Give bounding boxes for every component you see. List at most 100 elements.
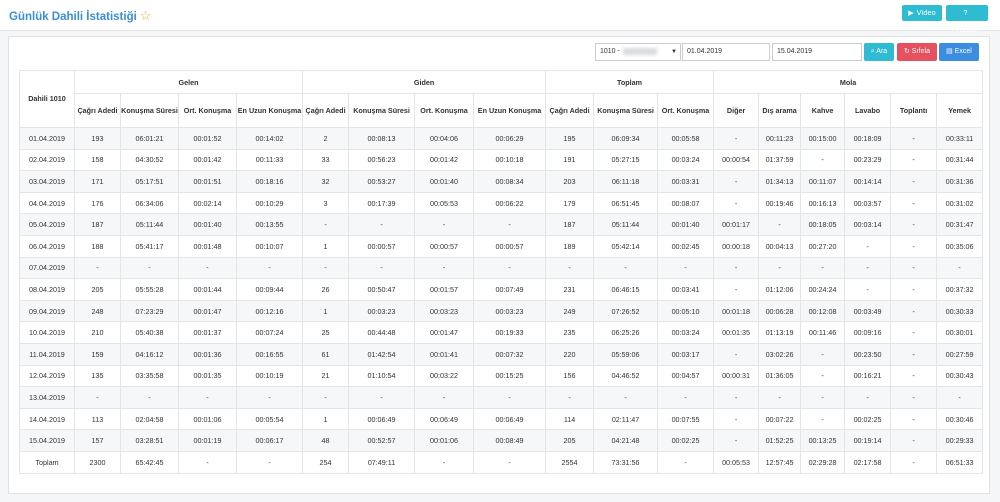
table-cell: 2 [302,127,350,150]
table-cell: 02:17:58 [844,450,892,474]
table-cell: 00:07:32 [473,342,547,366]
table-cell: 00:14:14 [844,170,892,193]
table-cell: 00:00:18 [713,234,760,258]
table-cell: 1 [302,299,350,323]
date-cell: 03.04.2019 [19,170,75,193]
table-cell: 00:01:40 [657,213,715,236]
table-cell: 220 [545,342,595,366]
table-cell: - [235,386,304,409]
table-cell: 176 [74,191,121,215]
table-cell: 00:01:06 [178,407,237,431]
table-cell: 00:10:18 [473,148,547,172]
group-header-giden: Giden [302,70,547,94]
table-cell: 00:44:48 [348,321,416,344]
table-cell: 00:06:49 [414,407,475,431]
table-cell: - [713,127,760,150]
table-cell: 01:42:54 [348,342,416,366]
table-cell: 01:34:13 [758,170,802,193]
date-cell: 06.04.2019 [19,234,75,258]
table-cell: 00:09:16 [844,321,892,344]
table-cell: 00:03:24 [657,148,715,172]
table-cell: 00:18:09 [844,127,892,150]
table-cell: - [657,256,715,280]
table-row: 03.04.2019 171 05:17:51 00:01:51 00:18:16 32 0… [19,170,984,193]
table-cell: 05:11:44 [593,213,659,236]
table-cell: 00:19:14 [844,429,892,452]
table-cell: 00:07:49 [473,278,547,301]
table-cell: 00:02:25 [844,407,892,431]
table-cell: 00:30:43 [936,364,984,388]
table-cell: 00:01:52 [178,127,237,150]
group-header-mola: Mola [713,70,984,94]
table-cell: 61 [302,342,350,366]
table-cell: - [713,256,760,280]
table-cell: - [800,342,846,366]
chevron-down-icon: ▼ [671,49,677,55]
table-cell: 00:04:57 [657,364,715,388]
table-cell: 03:02:26 [758,342,802,366]
table-row: 06.04.2019 188 05:41:17 00:01:48 00:10:07 1 00… [19,234,984,258]
table-cell: 231 [545,278,595,301]
date-from-input[interactable]: 01.04.2019 [682,43,770,61]
table-cell: - [657,450,715,474]
table-cell: 00:06:29 [473,127,547,150]
table-cell: 00:30:46 [936,407,984,431]
video-icon: ▶ [908,10,914,17]
table-cell: 00:02:25 [657,429,715,452]
table-cell: - [545,386,595,409]
table-row: 01.04.2019 193 06:01:21 00:01:52 00:14:02 2 00… [19,127,984,150]
table-cell: 33 [302,148,350,172]
table-cell: 00:23:29 [844,148,892,172]
excel-button[interactable]: ▤ Excel [939,43,979,61]
column-header: Çağrı Adedi [302,93,350,128]
table-cell: 00:16:13 [800,191,846,215]
table-cell: 00:01:40 [178,213,237,236]
stats-table: Dahili 1010 Gelen Giden Toplam Mola Çağr… [19,70,984,474]
table-cell: - [302,386,350,409]
extension-select[interactable]: 1010 - ▼ [595,43,681,61]
table-cell: 205 [545,429,595,452]
table-cell: 12:57:45 [758,450,802,474]
table-cell: 00:31:36 [936,170,984,193]
table-cell: - [235,450,304,474]
total-row: Toplam 2300 65:42:45- -254 07:49:11- -2554 73:… [19,450,984,474]
star-icon[interactable]: ☆ [139,8,152,23]
table-cell: 00:18:16 [235,170,304,193]
table-cell: 00:02:14 [178,191,237,215]
table-cell: 00:01:41 [414,342,475,366]
table-cell: 235 [545,321,595,344]
date-to-input[interactable]: 15.04.2019 [772,43,862,61]
table-cell: - [800,256,846,280]
table-cell: 1 [302,407,350,431]
table-cell: 00:01:18 [713,299,760,323]
table-cell: - [178,256,237,280]
table-cell: 00:08:49 [473,429,547,452]
table-cell: 210 [74,321,121,344]
table-cell: 00:03:24 [657,321,715,344]
table-cell: - [414,213,475,236]
table-cell: 171 [74,170,121,193]
search-button[interactable]: ⌕ Ara [864,43,894,61]
table-cell: 195 [545,127,595,150]
table-cell: 1 [302,234,350,258]
table-cell: - [414,450,475,474]
refresh-icon: ↻ [903,48,910,55]
video-button[interactable]: ▶ Video [902,5,942,21]
date-cell: 13.04.2019 [19,386,75,409]
table-cell: - [758,386,802,409]
column-header: Konuşma Süresi [593,93,659,128]
table-cell: 01:36:05 [758,364,802,388]
reset-button[interactable]: ↻ Sıfırla [897,43,937,61]
table-cell: 32 [302,170,350,193]
table-cell: - [713,191,760,215]
column-header: Kahve [800,93,846,128]
table-cell: 2300 [74,450,121,474]
table-cell: - [178,386,237,409]
table-cell: 00:12:16 [235,299,304,323]
table-cell: 00:15:00 [800,127,846,150]
table-cell: 00:12:08 [800,299,846,323]
table-cell: 00:18:05 [800,213,846,236]
table-cell: 00:37:32 [936,278,984,301]
help-button[interactable]: ? Yardım [946,5,988,34]
table-cell: 06:11:18 [593,170,659,193]
